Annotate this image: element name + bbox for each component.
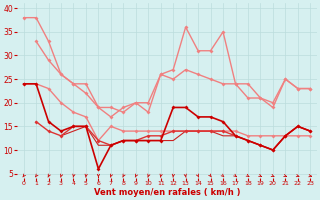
X-axis label: Vent moyen/en rafales ( km/h ): Vent moyen/en rafales ( km/h ) xyxy=(94,188,240,197)
